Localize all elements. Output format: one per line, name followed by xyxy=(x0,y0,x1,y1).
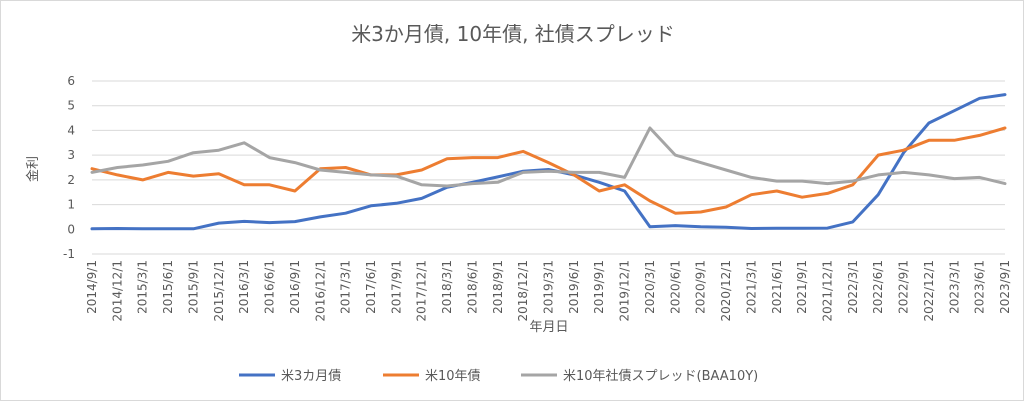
x-tick-label: 2020/9/1 xyxy=(694,260,708,314)
y-tick-label: 5 xyxy=(67,99,75,113)
x-tick-label: 2014/12/1 xyxy=(110,260,124,322)
x-tick-label: 2018/9/1 xyxy=(491,260,505,314)
x-tick-label: 2015/12/1 xyxy=(212,260,226,322)
x-tick-label: 2018/12/1 xyxy=(516,260,530,322)
x-tick-label: 2019/3/1 xyxy=(542,260,556,314)
x-tick-label: 2017/9/1 xyxy=(389,260,403,314)
x-tick-label: 2018/6/1 xyxy=(465,260,479,314)
x-tick-label: 2020/6/1 xyxy=(668,260,682,314)
x-tick-label: 2017/6/1 xyxy=(364,260,378,314)
x-tick-label: 2022/6/1 xyxy=(871,260,885,314)
legend: 米3カ月債 米10年債 米10年社債スプレッド(BAA10Y) xyxy=(239,368,758,384)
gridlines xyxy=(92,80,1005,255)
x-tick-label: 2016/3/1 xyxy=(237,260,251,314)
y-axis-ticks: -1 0 1 2 3 4 5 6 xyxy=(63,74,75,261)
x-tick-label: 2019/9/1 xyxy=(592,260,606,314)
x-tick-label: 2021/6/1 xyxy=(770,260,784,314)
x-tick-label: 2016/6/1 xyxy=(263,260,277,314)
x-tick-label: 2016/9/1 xyxy=(288,260,302,314)
x-tick-label: 2021/3/1 xyxy=(744,260,758,314)
x-tick-label: 2022/3/1 xyxy=(846,260,860,314)
x-tick-label: 2022/12/1 xyxy=(922,260,936,322)
x-tick-label: 2021/9/1 xyxy=(795,260,809,314)
series-line-2 xyxy=(90,126,1007,188)
y-tick-label: 4 xyxy=(67,123,75,137)
series-line-0 xyxy=(90,93,1007,231)
y-tick-label: 1 xyxy=(67,198,75,212)
legend-label-0: 米3カ月債 xyxy=(281,369,341,384)
x-tick-label: 2014/9/1 xyxy=(85,260,99,314)
series-lines xyxy=(90,93,1007,231)
x-tick-label: 2016/12/1 xyxy=(313,260,327,322)
x-tick-label: 2019/6/1 xyxy=(567,260,581,314)
x-tick-label: 2018/3/1 xyxy=(440,260,454,314)
x-tick-label: 2023/3/1 xyxy=(947,260,961,314)
x-tick-label: 2023/6/1 xyxy=(973,260,987,314)
y-tick-label: 3 xyxy=(67,148,75,162)
x-tick-label: 2022/9/1 xyxy=(897,260,911,314)
x-tick-label: 2020/3/1 xyxy=(643,260,657,314)
x-axis-ticks: 2014/9/1 2014/12/1 2015/3/1 2015/6/1 2015/9/… xyxy=(85,260,1012,322)
x-tick-label: 2017/12/1 xyxy=(415,260,429,322)
x-tick-label: 2019/12/1 xyxy=(618,260,632,322)
y-tick-label: 6 xyxy=(67,74,75,88)
x-tick-label: 2015/3/1 xyxy=(136,260,150,314)
x-tick-label: 2020/12/1 xyxy=(719,260,733,322)
y-axis-title: 金利 xyxy=(25,156,41,182)
chart-title: 米3か月債, 10年債, 社債スプレッド xyxy=(351,22,675,46)
x-tick-label: 2021/12/1 xyxy=(820,260,834,322)
x-axis-title: 年月日 xyxy=(529,320,568,335)
x-tick-label: 2017/3/1 xyxy=(339,260,353,314)
y-tick-label: 2 xyxy=(67,173,75,187)
series-line-1 xyxy=(90,126,1007,215)
legend-label-1: 米10年債 xyxy=(425,369,481,384)
y-tick-label: 0 xyxy=(67,222,75,236)
y-tick-label: -1 xyxy=(63,247,75,261)
x-tick-label: 2015/6/1 xyxy=(161,260,175,314)
legend-label-2: 米10年社債スプレッド(BAA10Y) xyxy=(563,368,758,384)
x-tick-label: 2015/9/1 xyxy=(186,260,200,314)
x-tick-label: 2023/9/1 xyxy=(998,260,1012,314)
